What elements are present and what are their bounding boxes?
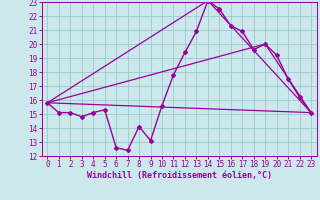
X-axis label: Windchill (Refroidissement éolien,°C): Windchill (Refroidissement éolien,°C) [87, 171, 272, 180]
